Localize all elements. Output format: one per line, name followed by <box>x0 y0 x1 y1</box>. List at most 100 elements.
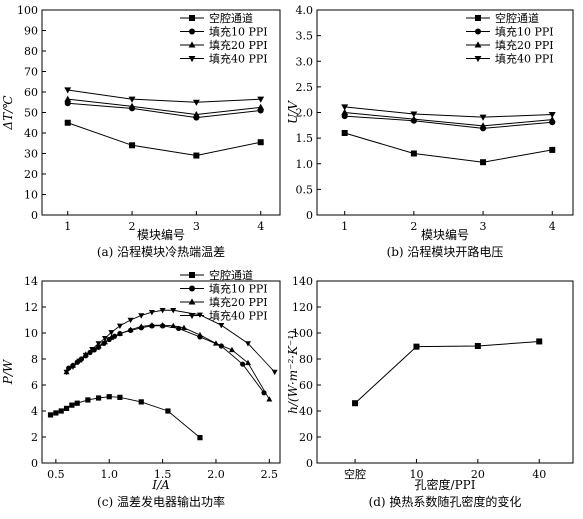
data-point <box>138 323 145 329</box>
y-tick-label: 40 <box>299 405 313 418</box>
y-tick-label: 1.5 <box>296 132 314 145</box>
y-tick-label: 3.5 <box>296 30 314 43</box>
x-tick-label: 1 <box>341 220 348 233</box>
x-tick-label: 40 <box>532 468 546 481</box>
series-0 <box>64 119 264 159</box>
data-point <box>148 322 155 328</box>
legend-marker <box>475 28 481 35</box>
data-point <box>108 330 115 336</box>
x-tick-label: 4 <box>549 220 556 233</box>
data-point <box>271 369 278 376</box>
series-3 <box>341 104 556 121</box>
series-1 <box>66 323 267 396</box>
y-tick-label: 90 <box>24 25 38 38</box>
panel-caption: (b) 沿程模块开路电压 <box>387 244 504 259</box>
data-point <box>536 338 543 345</box>
data-point <box>480 159 487 166</box>
data-point <box>127 326 134 332</box>
data-point <box>257 103 265 110</box>
data-point <box>106 394 112 400</box>
data-point <box>170 308 177 314</box>
y-tick-label: 120 <box>292 301 313 314</box>
series-line <box>354 340 540 404</box>
y-tick-label: 20 <box>299 431 313 444</box>
legend-label: 填充20 PPI <box>495 38 554 52</box>
legend-marker <box>188 312 196 320</box>
data-point <box>82 352 89 359</box>
data-point <box>64 95 72 102</box>
data-point <box>116 330 123 336</box>
y-tick-label: 50 <box>24 107 38 120</box>
x-tick-label: 2 <box>410 220 417 233</box>
x-tick-label: 4 <box>257 220 264 233</box>
data-point <box>261 390 267 396</box>
data-point <box>257 139 264 146</box>
data-point <box>95 395 102 401</box>
series-2 <box>341 108 556 129</box>
x-tick-label: 空腔 <box>344 467 366 481</box>
y-tick-label: 1.0 <box>296 158 314 171</box>
data-point <box>479 114 487 121</box>
series-line <box>68 325 265 394</box>
legend-label: 空腔通道 <box>495 11 539 25</box>
data-point <box>244 341 251 347</box>
y-axis-label: ΔT/℃ <box>1 95 15 131</box>
data-point <box>218 322 225 329</box>
data-point <box>138 313 145 319</box>
data-point <box>212 340 219 346</box>
data-point <box>148 309 155 316</box>
series-line <box>344 112 553 127</box>
panel-caption: (a) 沿程模块冷热端温差 <box>97 244 225 259</box>
chart-panel-3: 0 20 40 60 80 100 120 140 空腔 10 20 40 孔密度/PPI h/(W·m⁻… <box>286 275 574 509</box>
data-point <box>266 396 273 402</box>
y-tick-label: 40 <box>24 127 38 140</box>
y-tick-label: 3.0 <box>296 55 314 68</box>
y-tick-label: 0 <box>306 209 313 222</box>
data-point <box>474 343 481 349</box>
data-point <box>548 112 556 119</box>
data-point <box>341 104 349 111</box>
data-point <box>548 116 556 123</box>
x-tick-label: 1.5 <box>154 468 172 481</box>
data-point <box>479 122 487 129</box>
legend-label: 填充40 PPI <box>209 309 268 323</box>
data-point <box>410 115 418 122</box>
legend-label: 填充10 PPI <box>209 282 268 296</box>
series-3 <box>63 308 278 376</box>
data-point <box>127 317 134 324</box>
data-point <box>64 100 71 107</box>
data-point <box>170 322 177 329</box>
data-point <box>101 335 108 342</box>
plot-frame <box>316 280 574 464</box>
x-tick-label: 3 <box>480 220 487 233</box>
series-line <box>344 115 553 129</box>
series-line <box>344 106 553 118</box>
x-axis-label: 孔密度/PPI <box>415 477 476 492</box>
x-tick-label: 1 <box>64 220 71 233</box>
legend-label: 填充20 PPI <box>209 295 268 309</box>
y-tick-label: 10 <box>24 327 38 340</box>
y-axis-label: U/V <box>286 100 300 124</box>
y-tick-label: 140 <box>292 275 313 288</box>
data-point <box>180 324 187 331</box>
data-point <box>192 110 200 118</box>
y-tick-label: 2 <box>31 431 38 444</box>
legend-marker <box>474 55 482 63</box>
y-tick-label: 70 <box>24 66 38 79</box>
legend-label: 填充40 PPI <box>495 52 554 66</box>
x-axis-label: 模块编号 <box>421 227 469 242</box>
data-point <box>128 96 136 103</box>
chart-panel-2: 0 2 4 6 8 10 12 14 0.5 1.0 1.5 2.0 2.5 I/A P/W (c) 温差发电… <box>1 268 281 509</box>
x-tick-label: 2.0 <box>207 468 225 481</box>
data-point <box>410 150 417 157</box>
legend-marker <box>189 285 195 292</box>
series-2 <box>64 95 265 118</box>
legend-marker <box>188 41 196 48</box>
series-line <box>67 89 261 103</box>
data-point <box>159 308 166 314</box>
data-point <box>69 364 76 370</box>
series-0 <box>47 394 203 441</box>
y-tick-label: 0.5 <box>296 183 314 196</box>
y-tick-label: 14 <box>24 275 38 288</box>
